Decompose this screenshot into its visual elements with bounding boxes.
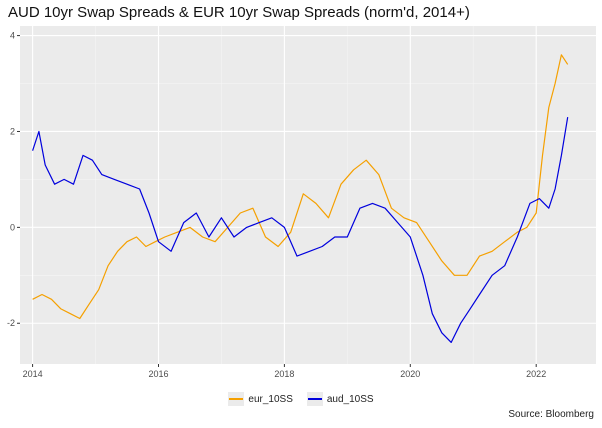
legend: eur_10SS aud_10SS — [0, 392, 602, 406]
x-tick-label: 2018 — [274, 369, 294, 379]
legend-item-eur: eur_10SS — [228, 392, 293, 406]
legend-label-eur: eur_10SS — [248, 393, 293, 405]
y-tick-label: -2 — [7, 318, 15, 328]
source-note: Source: Bloomberg — [508, 409, 594, 420]
x-tick-label: 2014 — [23, 369, 43, 379]
series-line-aud_10SS — [32, 117, 569, 343]
series-line-eur_10SS — [32, 54, 569, 320]
y-tick-label: 2 — [10, 126, 15, 136]
legend-item-aud: aud_10SS — [306, 392, 374, 406]
x-tick-label: 2022 — [526, 369, 546, 379]
chart-title: AUD 10yr Swap Spreads & EUR 10yr Swap Sp… — [8, 4, 470, 21]
legend-key-eur — [228, 392, 245, 406]
y-tick-label: 4 — [10, 31, 15, 41]
x-tick-label: 2016 — [148, 369, 168, 379]
x-tick-label: 2020 — [400, 369, 420, 379]
legend-label-aud: aud_10SS — [326, 393, 374, 405]
plot-panel — [20, 26, 596, 364]
y-tick-label: 0 — [10, 222, 15, 232]
legend-key-aud — [306, 392, 323, 406]
